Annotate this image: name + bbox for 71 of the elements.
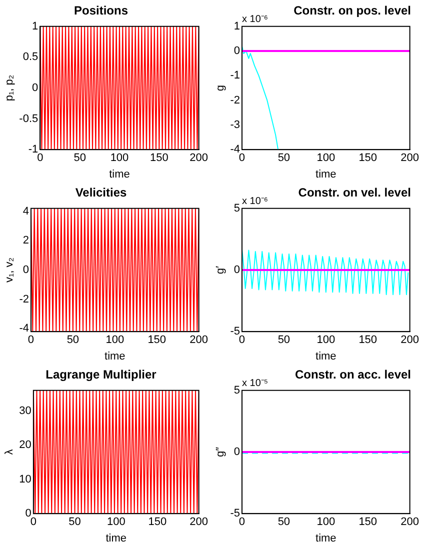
y-tick-label: -4 — [230, 144, 240, 156]
chart-title: Velicities — [75, 186, 128, 200]
x-tick-label: 200 — [190, 516, 208, 528]
x-tick-label: 150 — [150, 152, 168, 164]
y-axis-title: p₁, p₂ — [4, 74, 16, 102]
x-tick-label: 100 — [316, 334, 336, 346]
x-axis-title: time — [316, 532, 336, 544]
y-tick-label: 10 — [19, 473, 32, 486]
y-tick-label: 0.5 — [22, 51, 38, 64]
y-tick-label: 0 — [234, 446, 240, 458]
y-axis-title: g — [214, 84, 227, 92]
y-axis-title: g″ — [214, 446, 227, 458]
x-tick-label: 50 — [278, 516, 290, 528]
y-tick-label: -3 — [230, 118, 240, 131]
x-tick-label: 200 — [190, 152, 208, 164]
y-tick-label: 4 — [22, 205, 29, 218]
text: x 10⁻⁶ — [242, 14, 268, 26]
x-tick-label: 100 — [316, 152, 336, 164]
y-tick-label: 0 — [32, 82, 38, 94]
y-tick-label: -4 — [19, 322, 29, 335]
x-tick-label: 50 — [74, 152, 86, 164]
y-tick-label: -1 — [28, 144, 38, 156]
x-tick-label: 50 — [278, 334, 290, 346]
y-tick-label: -2 — [230, 94, 240, 106]
x-tick-label: 100 — [316, 516, 336, 528]
y-tick-label: -5 — [230, 508, 240, 520]
x-tick-label: 200 — [400, 152, 420, 164]
x-tick-label: 150 — [148, 516, 167, 528]
y-tick-label: 30 — [19, 404, 32, 417]
y-tick-label: 5 — [234, 384, 240, 396]
y-axis-title: g′ — [214, 266, 227, 274]
x-tick-label: 100 — [106, 516, 126, 528]
y-tick-label: 2 — [22, 234, 29, 247]
y-tick-label: 0 — [25, 508, 32, 520]
y-axis-title: v₁, v₂ — [4, 257, 16, 283]
x-tick-label: 200 — [190, 334, 208, 346]
x-tick-label: 50 — [68, 516, 81, 528]
y-axis-title: λ — [4, 448, 16, 455]
x-tick-label: 150 — [358, 334, 378, 346]
y-tick-label: -0.5 — [19, 112, 38, 125]
x-axis-title: time — [109, 168, 130, 180]
x-tick-label: 100 — [110, 152, 129, 164]
chart-title: Positions — [74, 4, 128, 18]
x-axis-title: time — [316, 350, 336, 362]
y-tick-label: 1 — [234, 20, 240, 32]
x-axis-title: time — [106, 532, 127, 544]
y-tick-label: 1 — [32, 20, 38, 32]
y-tick-label: 0 — [234, 45, 240, 58]
chart-title: Constr. on vel. level — [298, 186, 411, 200]
x-tick-label: 50 — [66, 334, 80, 346]
chart-title: Constr. on pos. level — [294, 4, 411, 18]
y-tick-label: 0 — [22, 264, 29, 276]
y-tick-label: 5 — [234, 202, 240, 214]
x-axis-title: time — [316, 168, 336, 180]
y-tick-label: 20 — [19, 439, 32, 452]
x-tick-label: 150 — [358, 516, 378, 528]
chart-title: Constr. on acc. level — [294, 368, 411, 382]
text: x 10⁻⁶ — [242, 196, 268, 208]
y-tick-label: 0 — [234, 264, 240, 276]
x-tick-label: 200 — [400, 334, 420, 346]
x-axis-title: time — [104, 350, 126, 362]
chart-title: Lagrange Multiplier — [46, 368, 157, 382]
x-tick-label: 150 — [148, 334, 166, 346]
text: x 10⁻⁵ — [242, 378, 268, 390]
x-tick-label: 200 — [400, 516, 420, 528]
x-tick-label: 100 — [106, 334, 124, 346]
y-tick-label: -5 — [230, 326, 240, 338]
x-tick-label: 150 — [358, 152, 378, 164]
y-tick-label: -2 — [19, 293, 29, 306]
x-tick-label: 50 — [278, 152, 290, 164]
y-tick-label: -1 — [230, 70, 240, 82]
